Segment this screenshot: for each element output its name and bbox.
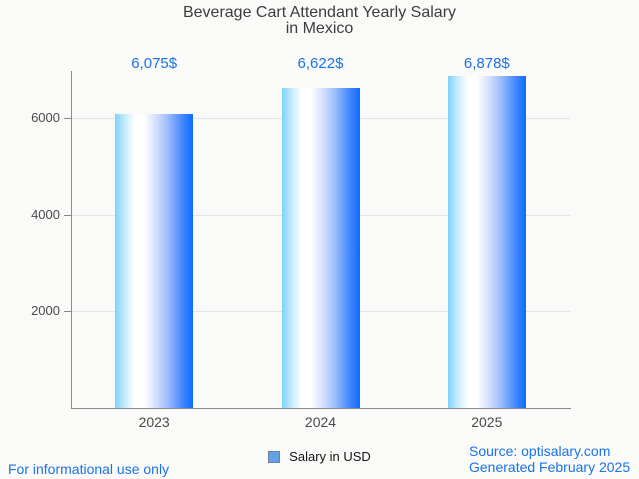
y-tick-label-4000: 4000 bbox=[31, 206, 60, 222]
legend-swatch bbox=[268, 451, 281, 463]
value-label-2025: 6,878$ bbox=[463, 55, 510, 72]
source-link[interactable]: Source: optisalary.com bbox=[469, 443, 611, 459]
y-tick-label-6000: 6000 bbox=[31, 110, 60, 125]
value-label-2024: 6,622$ bbox=[297, 55, 344, 72]
generated-date: Generated February 2025 bbox=[469, 459, 631, 475]
y-tick-label-2000: 2000 bbox=[31, 303, 60, 319]
y-tick-6000 bbox=[64, 118, 71, 119]
value-label-2023: 6,075$ bbox=[131, 55, 178, 72]
bar-2024 bbox=[281, 87, 360, 408]
legend: Salary in USD bbox=[0, 448, 639, 466]
y-tick-2000 bbox=[64, 311, 71, 313]
disclaimer-text: For informational use only bbox=[8, 461, 170, 477]
legend-label: Salary in USD bbox=[289, 449, 371, 464]
x-tick-label-2024: 2024 bbox=[304, 414, 337, 430]
chart-title-line2: in Mexico bbox=[285, 20, 354, 37]
x-tick-label-2025: 2025 bbox=[471, 414, 503, 430]
chart-title-line1: Beverage Cart Attendant Yearly Salary bbox=[182, 4, 457, 21]
bar-2023 bbox=[115, 114, 194, 408]
bar-2025 bbox=[447, 75, 526, 408]
x-tick-label-2023: 2023 bbox=[138, 414, 170, 430]
x-axis-line bbox=[71, 408, 571, 409]
source-info: Source: optisalary.com Generated Februar… bbox=[469, 443, 630, 475]
y-axis-line bbox=[71, 71, 72, 408]
y-tick-4000 bbox=[64, 214, 71, 216]
chart-title: Beverage Cart Attendant Yearly Salary in… bbox=[0, 5, 639, 37]
